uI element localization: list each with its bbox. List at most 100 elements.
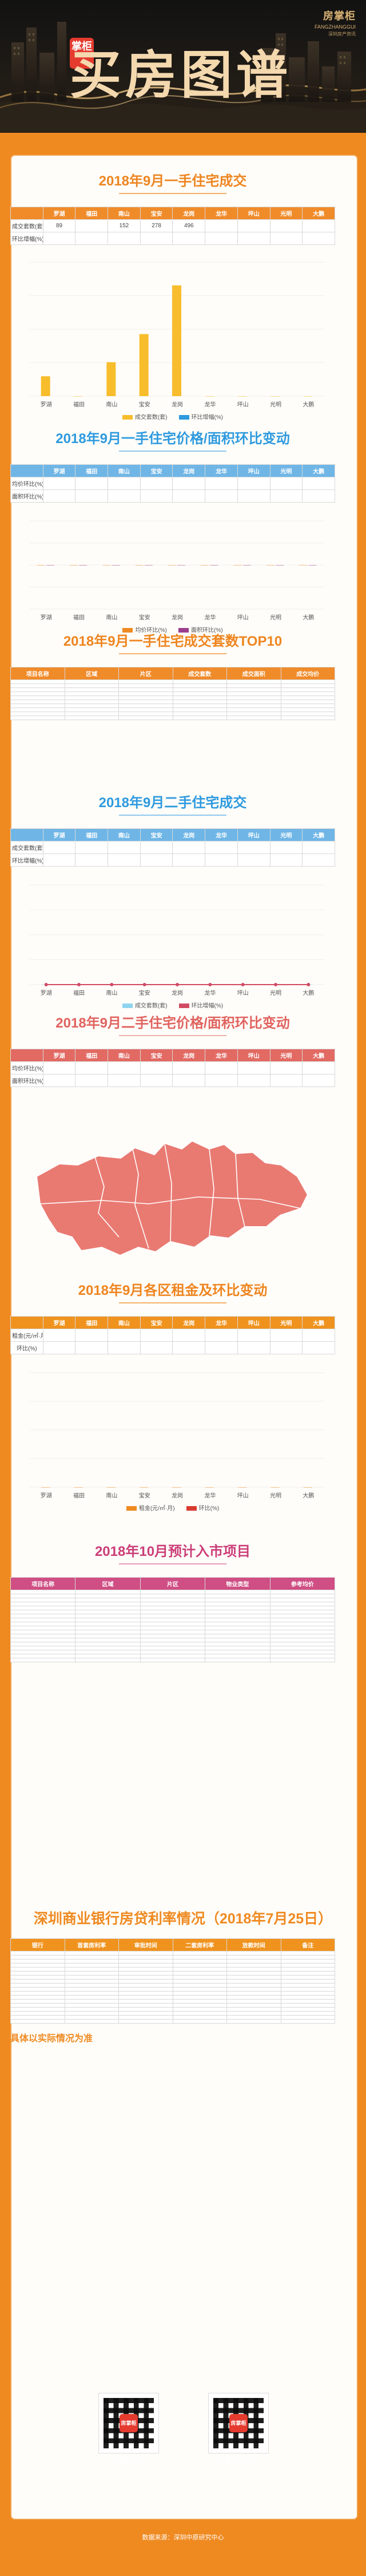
table-cell: [172, 477, 206, 490]
table-cell: [140, 1646, 206, 1650]
qr-code-app[interactable]: 房掌柜: [98, 2393, 159, 2453]
section-underline: [119, 1035, 226, 1036]
table-cell: [75, 1610, 141, 1614]
bar-chart: 罗湖 福田 南山 宝安 龙岗 龙华 坪山 光明 大鹏: [30, 1372, 325, 1499]
x-tick-label: 龙岗: [172, 989, 183, 997]
table-cell: [269, 1329, 303, 1342]
table-cell: [10, 2015, 65, 2020]
table-cell: [280, 1987, 335, 1992]
table-cell: [269, 1622, 336, 1626]
table-cell: [172, 700, 227, 704]
table-cell: [302, 489, 335, 503]
table-header: 成交面积: [226, 667, 281, 680]
section-underline: [119, 815, 226, 816]
table-row: [10, 1971, 335, 1976]
bar-chart: 罗湖 福田 南山 宝安 龙岗 龙华 坪山 光明 大鹏: [30, 520, 325, 621]
table-cell: [280, 1979, 335, 1984]
table-cell: [10, 2019, 65, 2024]
table-cell: 152: [108, 219, 141, 232]
table-header: 放款时间: [226, 1938, 281, 1951]
table-cell: [75, 1602, 141, 1606]
bar: [74, 396, 83, 397]
table-cell: [226, 1959, 281, 1963]
table-cell: [64, 1955, 119, 1959]
x-tick-label: 龙华: [204, 401, 216, 408]
table-cell: [75, 854, 109, 867]
section-title: 2018年10月预计入市项目: [94, 1544, 251, 1559]
table-cell: [140, 1654, 206, 1658]
table-header: 物业类型: [205, 1577, 270, 1590]
section-title: 2018年9月二手住宅成交: [98, 795, 247, 811]
table-row: [10, 1610, 336, 1614]
table-cell: [280, 683, 335, 688]
table-cell: [172, 1061, 206, 1074]
table-cell: [269, 854, 303, 867]
line-point: [176, 983, 179, 986]
table-cell: [10, 1622, 76, 1626]
qr-code-site[interactable]: 房掌柜: [208, 2393, 269, 2453]
table-cell: [205, 841, 238, 854]
table-cell: [302, 1329, 335, 1342]
table-cell: [140, 1074, 173, 1087]
table-cell: [205, 1642, 270, 1646]
table-cell: [75, 1614, 141, 1618]
legend-item: 环比增幅(%): [178, 412, 223, 421]
table-row: [10, 1638, 336, 1642]
table-cell: [205, 1598, 270, 1602]
table-cell: [64, 1999, 119, 2004]
legend-item: 租金(元/㎡·月): [126, 1503, 175, 1512]
table-cell: [108, 1074, 141, 1087]
x-tick-label: 龙岗: [172, 614, 183, 621]
table-cell: [269, 232, 303, 245]
table-cell: [205, 1610, 270, 1614]
table-cell: 面积环比(%): [10, 1074, 43, 1087]
table-cell: [10, 1618, 76, 1622]
table-cell: [10, 1975, 65, 1980]
bar: [46, 565, 55, 566]
table-cell: [237, 232, 270, 245]
table-cell: [302, 1061, 335, 1074]
table-cell: [205, 1654, 270, 1658]
table-row: [10, 1995, 335, 2000]
table-cell: [172, 708, 227, 712]
summary-table: 罗湖 福田 南山 宝安 龙岗 龙华 坪山 光明 大鹏 均价环比(%) 面积环比(…: [10, 464, 335, 503]
table-cell: [226, 683, 281, 688]
table-cell: [140, 1602, 206, 1606]
x-tick-label: 大鹏: [303, 614, 314, 621]
table-cell: [205, 219, 238, 232]
table-cell: [108, 477, 141, 490]
table-cell: [226, 1951, 281, 1955]
table-cell: [118, 700, 173, 704]
table-cell: [172, 696, 227, 700]
brand-block: 房掌柜 FANGZHANGGUI 深圳房产资讯: [315, 8, 356, 37]
table-cell: [75, 219, 109, 232]
table-cell: [226, 1995, 281, 2000]
table-cell: [172, 2019, 227, 2024]
table-header: 龙华: [205, 464, 238, 477]
table-cell: [64, 696, 119, 700]
table-row: [10, 688, 335, 692]
table-cell: [280, 700, 335, 704]
bar: [135, 565, 144, 566]
table-header: 罗湖: [42, 1049, 76, 1062]
table-cell: [10, 2007, 65, 2012]
table-cell: [172, 688, 227, 692]
hero-tag: 掌柜: [70, 38, 94, 69]
summary-table: 罗湖 福田 南山 宝安 龙岗 龙华 坪山 光明 大鹏 租金(元/㎡·月) 环比(…: [10, 1316, 335, 1354]
table-header: 龙岗: [172, 207, 206, 220]
table-row: [10, 2019, 335, 2024]
legend-item: 环比(%): [186, 1503, 219, 1512]
table-cell: [140, 1329, 173, 1342]
table-cell: [75, 1598, 141, 1602]
table-header: 宝安: [140, 828, 173, 841]
table-cell: [269, 219, 303, 232]
table-row: [10, 1654, 336, 1658]
table-row: [10, 696, 335, 700]
table-cell: [10, 1971, 65, 1976]
table-cell: [269, 477, 303, 490]
table-header: 项目名称: [10, 1577, 76, 1590]
table-cell: [64, 1979, 119, 1984]
table-cell: [237, 477, 270, 490]
table-cell: [10, 1598, 76, 1602]
table-row: [10, 1634, 336, 1638]
